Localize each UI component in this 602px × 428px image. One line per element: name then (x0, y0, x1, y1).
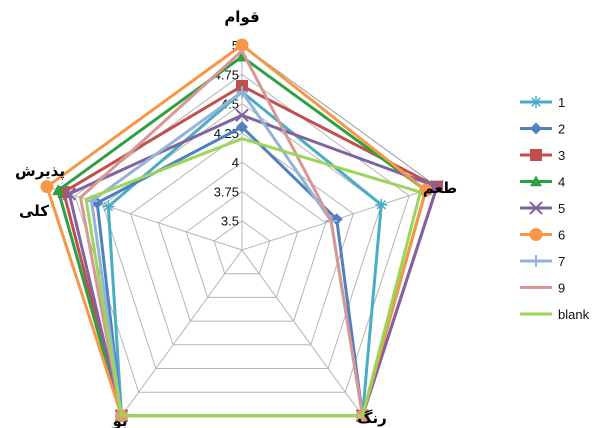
legend-label: 6 (558, 228, 565, 243)
data-point (419, 183, 433, 197)
data-point (236, 121, 248, 133)
axis-label: رنگ (357, 409, 387, 427)
data-point (40, 180, 54, 194)
spoke-line (241, 249, 363, 417)
legend-item-3: 3 (520, 148, 565, 163)
legend-item-blank: blank (520, 307, 590, 322)
data-point (530, 175, 542, 187)
data-point (235, 38, 249, 52)
tick-label: 4 (232, 155, 239, 170)
tick-label: 3.5 (221, 214, 239, 229)
axis-label: کلی (19, 202, 49, 220)
data-point (330, 213, 343, 226)
tick-label: 5 (232, 38, 239, 53)
data-point (530, 149, 542, 161)
legend-label: 5 (558, 201, 565, 216)
legend-label: 7 (558, 254, 565, 269)
tick-label: 3.75 (214, 184, 239, 199)
grid-ring (130, 132, 354, 346)
legend-item-4: 4 (520, 175, 565, 190)
axis-label: طعم (423, 179, 457, 197)
series-blank (84, 137, 422, 418)
data-point (375, 198, 388, 211)
legend-label: 4 (558, 175, 565, 190)
legend-label: blank (558, 307, 590, 322)
axis-label: بو (111, 412, 127, 428)
data-point (430, 179, 444, 194)
grid-ring (185, 190, 299, 298)
legend-item-5: 5 (520, 201, 565, 216)
axis-label: قوام (224, 8, 259, 26)
data-point (530, 122, 542, 135)
spoke-line (121, 249, 243, 417)
grid-ring (157, 161, 327, 322)
legend-label: 1 (558, 95, 565, 110)
legend: 1 2 3 4 5 6 7 9 blank (520, 95, 590, 322)
radar-series (40, 38, 444, 423)
axis-label: پذیرش (15, 162, 65, 181)
data-point (235, 108, 249, 122)
legend-label: 3 (558, 148, 565, 163)
legend-item-9: 9 (520, 281, 565, 296)
data-point (62, 187, 77, 201)
legend-item-2: 2 (520, 122, 565, 137)
data-point (102, 200, 115, 213)
legend-label: 9 (558, 281, 565, 296)
series-line (84, 137, 422, 418)
legend-item-1: 1 (520, 95, 565, 110)
data-point (529, 201, 543, 215)
data-point (52, 184, 65, 196)
data-point (530, 255, 542, 267)
legend-item-7: 7 (520, 254, 565, 269)
legend-label: 2 (558, 122, 565, 137)
data-point (530, 96, 542, 108)
data-point (529, 228, 543, 241)
data-point (236, 85, 248, 98)
radar-axis-labels: قوام طعم رنگ بو پذیرش کلی (15, 8, 457, 428)
grid-ring (213, 220, 271, 275)
legend-item-6: 6 (520, 228, 565, 243)
